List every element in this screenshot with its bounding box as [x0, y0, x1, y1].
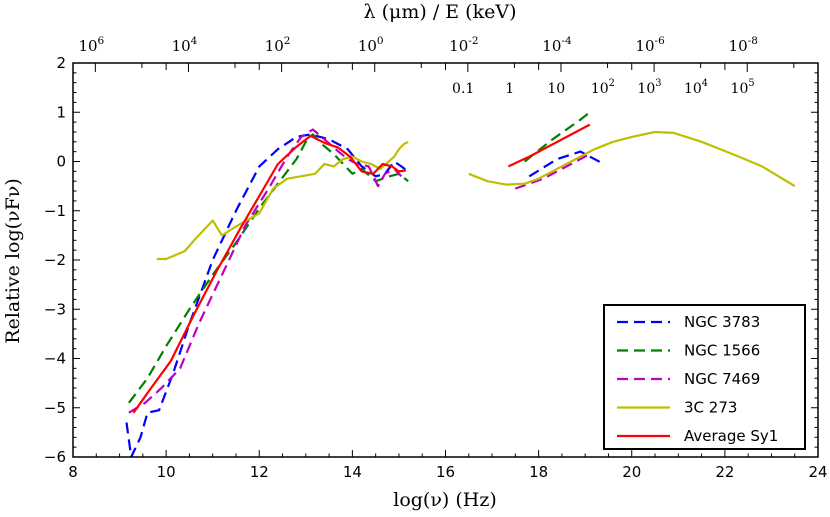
series-layer	[125, 111, 796, 457]
y-tick-label: −1	[44, 202, 66, 220]
kev-tick-label: 104	[684, 78, 708, 97]
x-tick-label: 10	[157, 463, 176, 481]
series-average-sy1	[132, 123, 591, 414]
kev-tick-label-base: 10	[731, 81, 749, 97]
top-tick-label-base: 10	[449, 37, 468, 55]
y-axis-title: Relative log(νFν)	[2, 178, 24, 343]
legend-label: NGC 3783	[684, 313, 760, 331]
top-tick-label-base: 10	[635, 37, 654, 55]
kev-tick-label-exponent: 3	[655, 78, 661, 89]
series-3c-273	[156, 130, 796, 261]
top-tick-label: 10-8	[729, 35, 758, 55]
x-tick-label: 12	[250, 463, 269, 481]
kev-tick-label: 105	[731, 78, 755, 97]
y-tick-label: 2	[56, 54, 66, 72]
kev-tick-label-base: 10	[637, 81, 655, 97]
top-axis-title: λ (μm) / E (keV)	[364, 1, 517, 23]
top-tick-label: 106	[78, 35, 104, 55]
x-tick-label: 8	[68, 463, 78, 481]
x-tick-label: 14	[343, 463, 362, 481]
kev-tick-label: 10	[547, 81, 565, 97]
kev-tick-label: 103	[637, 78, 661, 97]
series-ngc-3783	[125, 133, 605, 457]
x-tick-label: 24	[808, 463, 827, 481]
series-ngc-1566	[128, 111, 591, 404]
y-tick-label: −6	[44, 448, 66, 466]
series-line-ngc-7469-seg-0	[128, 128, 403, 414]
kev-tick-label-exponent: 4	[702, 78, 708, 89]
top-tick-label-base: 10	[172, 37, 191, 55]
top-tick-label-base: 10	[265, 37, 284, 55]
top-tick-label-base: 10	[542, 37, 561, 55]
top-tick-label-exponent: -6	[655, 35, 666, 47]
legend-label: NGC 7469	[684, 370, 760, 388]
top-tick-label-exponent: -4	[561, 35, 572, 47]
x-tick-label: 20	[622, 463, 641, 481]
legend-frame	[603, 304, 806, 450]
series-line-ngc-3783-seg-0	[125, 133, 409, 457]
legend: NGC 3783 NGC 1566 NGC 7469 3C 273 Average Sy…	[603, 304, 806, 450]
x-tick-label: 16	[436, 463, 455, 481]
series-line-ngc-1566-seg-1	[524, 111, 591, 163]
series-line-3c-273-seg-1	[468, 130, 796, 188]
top-tick-label: 104	[172, 35, 198, 55]
series-line-ngc-3783-seg-1	[528, 150, 605, 178]
kev-tick-label: 1	[505, 81, 514, 97]
y-tick-label: −4	[44, 350, 66, 368]
kev-tick-label: 0.1	[452, 81, 474, 97]
top-tick-label-base: 10	[358, 37, 377, 55]
kev-tick-label-base: 10	[547, 81, 565, 97]
y-tick-label: −5	[44, 399, 66, 417]
x-tick-label: 18	[529, 463, 548, 481]
top-tick-label: 10-4	[542, 35, 572, 55]
kev-tick-label-base: 10	[591, 81, 609, 97]
series-line-average-sy1-seg-0	[132, 134, 407, 414]
top-tick-label: 10-6	[635, 35, 665, 55]
top-tick-label-exponent: 2	[284, 35, 291, 47]
top-tick-label: 10-2	[449, 35, 478, 55]
series-line-average-sy1-seg-1	[507, 123, 591, 168]
y-tick-label: −3	[44, 300, 66, 318]
series-line-ngc-7469-seg-1	[514, 153, 591, 190]
top-tick-label-exponent: -8	[748, 35, 758, 47]
kev-tick-label-exponent: 2	[609, 78, 615, 89]
top-tick-label: 100	[358, 35, 384, 55]
top-tick-label-exponent: 6	[98, 35, 105, 47]
y-tick-label: 1	[56, 103, 66, 121]
legend-label: Average Sy1	[684, 427, 778, 445]
y-tick-label: 0	[56, 153, 66, 171]
legend-label: NGC 1566	[684, 342, 760, 360]
top-tick-label-base: 10	[78, 37, 97, 55]
kev-tick-label-base: 10	[684, 81, 702, 97]
x-axis-title: log(ν) (Hz)	[393, 489, 497, 511]
kev-tick-label-base: 0.1	[452, 81, 474, 97]
top-tick-label-base: 10	[729, 37, 748, 55]
y-tick-label: −2	[44, 251, 66, 269]
kev-tick-label-base: 1	[505, 81, 514, 97]
top-tick-label: 102	[265, 35, 291, 55]
legend-label: 3C 273	[684, 399, 737, 417]
top-tick-label-exponent: 0	[377, 35, 384, 47]
top-tick-label-exponent: 4	[191, 35, 198, 47]
kev-tick-label: 102	[591, 78, 615, 97]
kev-tick-label-exponent: 5	[748, 78, 754, 89]
top-tick-label-exponent: -2	[468, 35, 478, 47]
x-tick-label: 22	[715, 463, 734, 481]
series-ngc-7469	[128, 128, 591, 414]
